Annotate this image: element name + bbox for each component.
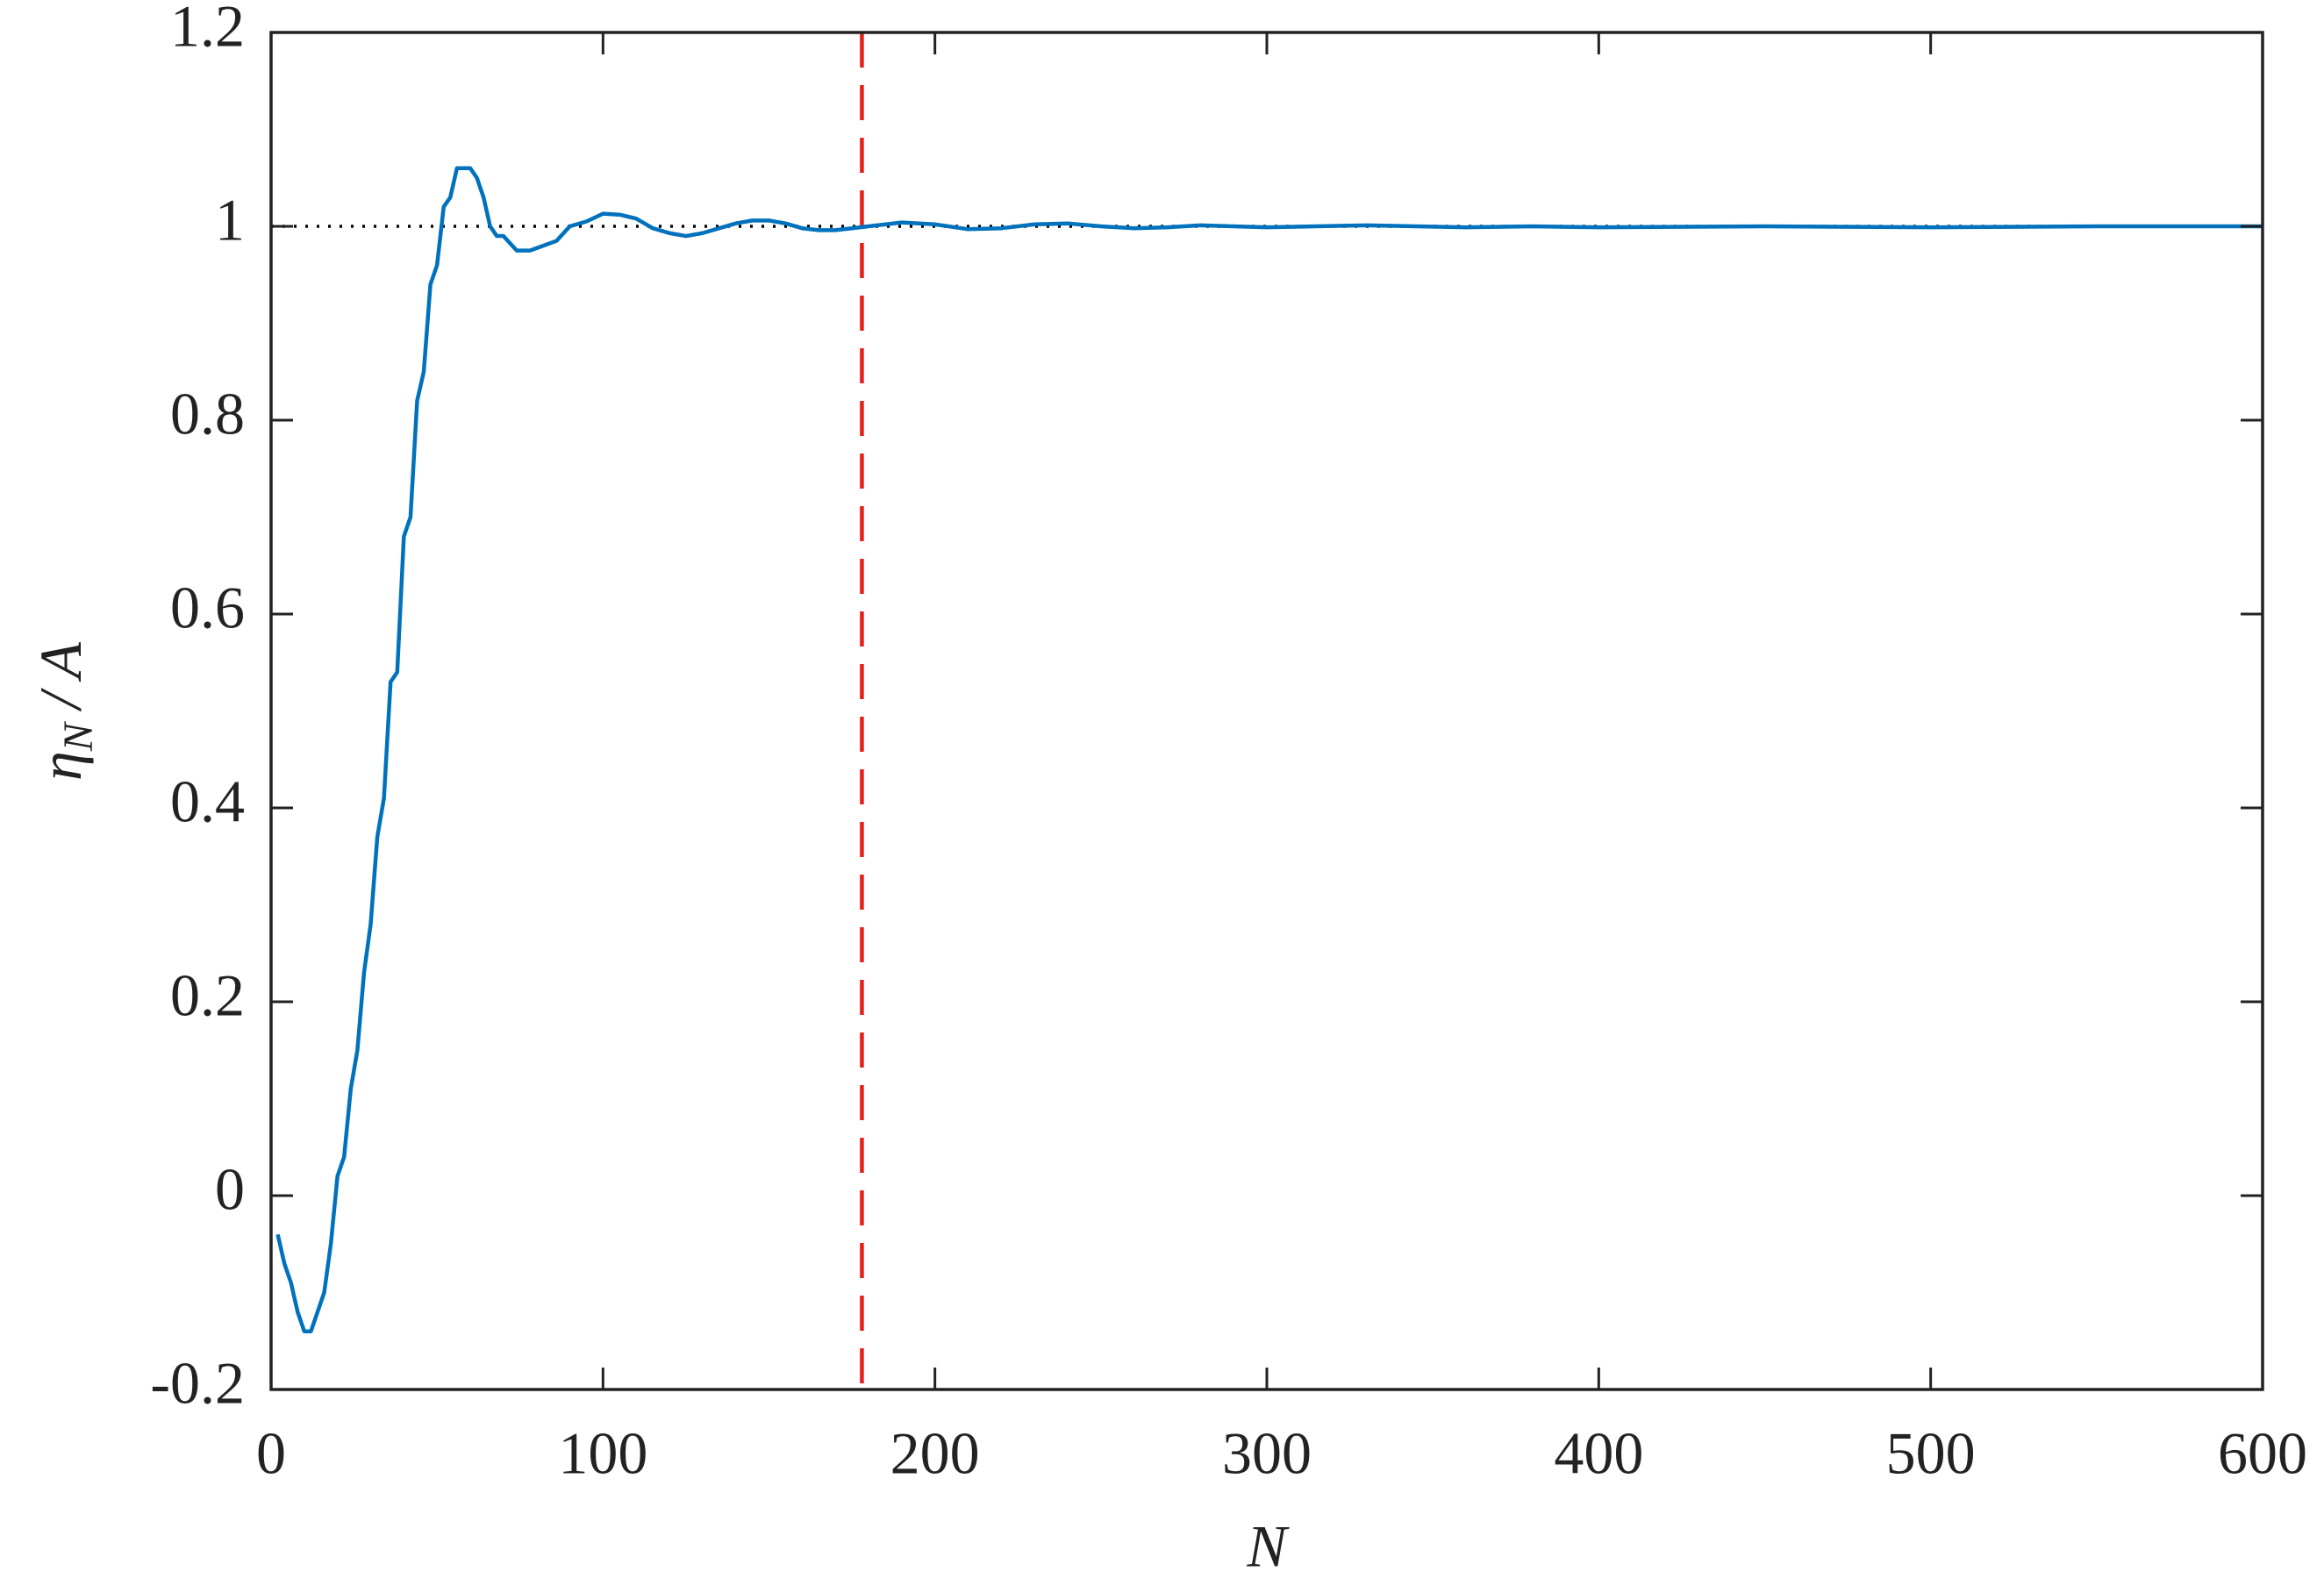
- y-tick-label: 0.8: [170, 381, 245, 447]
- x-tick-label: 500: [1886, 1420, 1976, 1487]
- y-tick-label: 1.2: [170, 0, 245, 60]
- x-tick-label: 600: [2218, 1420, 2307, 1487]
- x-tick-label: 200: [890, 1420, 980, 1487]
- y-tick-label: -0.2: [150, 1350, 245, 1417]
- x-tick-label: 100: [558, 1420, 647, 1487]
- x-tick-label: 0: [256, 1420, 286, 1487]
- y-tick-label: 0.6: [170, 575, 245, 641]
- y-label-subscript: N: [55, 720, 102, 752]
- data-line: [275, 166, 2263, 1333]
- y-tick-label: 0.2: [170, 962, 245, 1029]
- y-tick-label: 1: [215, 187, 245, 254]
- y-label-rest: / A: [27, 642, 94, 713]
- plot-frame: [269, 31, 2264, 1391]
- y-label-symbol: η: [27, 751, 94, 781]
- y-tick-label: 0.4: [170, 768, 245, 835]
- x-axis-label: N: [1246, 1513, 1290, 1580]
- y-axis-label: ηN / A: [27, 642, 102, 781]
- y-tick-label: 0: [215, 1156, 245, 1223]
- x-tick-label: 300: [1222, 1420, 1312, 1487]
- x-tick-label: 400: [1554, 1420, 1643, 1487]
